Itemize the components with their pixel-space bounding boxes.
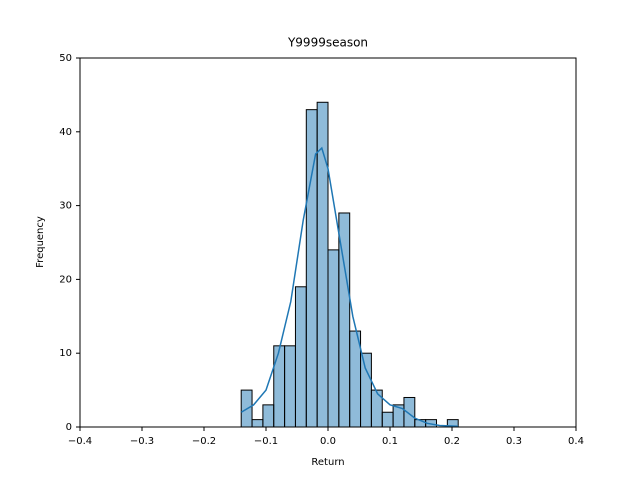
- x-tick-label: −0.4: [68, 436, 92, 447]
- bar: [294, 286, 307, 428]
- x-tick-label: 0.0: [320, 436, 336, 447]
- bar: [403, 396, 416, 428]
- x-tick-label: 0.1: [382, 436, 398, 447]
- x-tick-label: −0.2: [192, 436, 216, 447]
- x-tick-label: 0.2: [444, 436, 460, 447]
- bar: [360, 352, 372, 428]
- bar: [381, 411, 394, 428]
- x-tick-label: −0.1: [254, 436, 278, 447]
- x-axis-label: Return: [311, 457, 344, 468]
- y-tick-label: 20: [59, 274, 72, 285]
- y-tick-label: 50: [59, 53, 72, 64]
- y-tick-label: 40: [59, 127, 72, 138]
- bar: [262, 404, 275, 428]
- y-axis-label: Frequency: [35, 216, 46, 268]
- y-tick-label: 30: [59, 201, 72, 212]
- bar: [284, 345, 296, 428]
- bar: [327, 249, 340, 428]
- kde-line: [240, 146, 459, 428]
- chart-title: Y9999season: [287, 36, 368, 50]
- x-tick-label: 0.4: [568, 436, 584, 447]
- bar: [273, 345, 286, 428]
- y-tick-label: 0: [66, 422, 72, 433]
- x-tick-label: −0.3: [130, 436, 154, 447]
- bar: [251, 419, 264, 428]
- x-tick-label: 0.3: [506, 436, 522, 447]
- bar: [349, 330, 362, 428]
- y-tick-label: 10: [59, 348, 72, 359]
